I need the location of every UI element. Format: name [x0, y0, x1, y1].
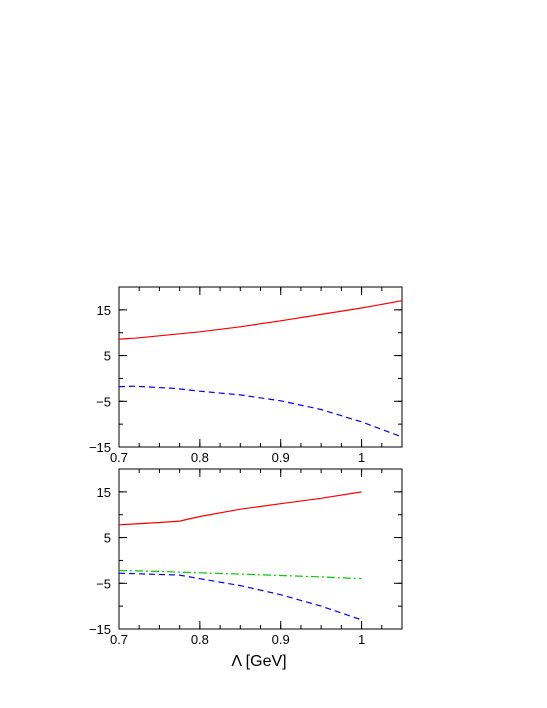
y-tick-label: −5	[96, 394, 111, 409]
x-tick-label: 0.9	[272, 632, 290, 647]
plot-frame	[118, 286, 403, 448]
y-tick-label: 5	[104, 531, 111, 546]
y-tick-label: 15	[97, 485, 111, 500]
series-line-3	[118, 572, 362, 621]
x-tick-label: 0.9	[272, 450, 290, 465]
x-tick-label: 0.7	[110, 632, 128, 647]
y-tick-label: −15	[89, 622, 111, 637]
x-tick-label: 0.8	[191, 632, 209, 647]
y-tick-label: −15	[89, 440, 111, 455]
y-tick-label: 5	[104, 349, 111, 364]
x-tick-label: 1	[358, 450, 365, 465]
y-tick-label: 15	[97, 303, 111, 318]
series-line-1	[118, 491, 362, 526]
series-line-2	[118, 385, 403, 438]
x-tick-label: 0.8	[191, 450, 209, 465]
panel-1: 0.7 0.8 0.9 1 −15 −5 5 15	[89, 286, 403, 465]
panel-2: 0.7 0.8 0.9 1 −15 −5 5 15	[89, 468, 403, 647]
series-line-1	[118, 300, 403, 340]
x-tick-label: 1	[358, 632, 365, 647]
plot-frame	[118, 468, 403, 630]
series-line-2	[118, 569, 362, 580]
y-tick-label: −5	[96, 576, 111, 591]
x-axis-label: Λ [GeV]	[231, 653, 286, 670]
x-tick-label: 0.7	[110, 450, 128, 465]
